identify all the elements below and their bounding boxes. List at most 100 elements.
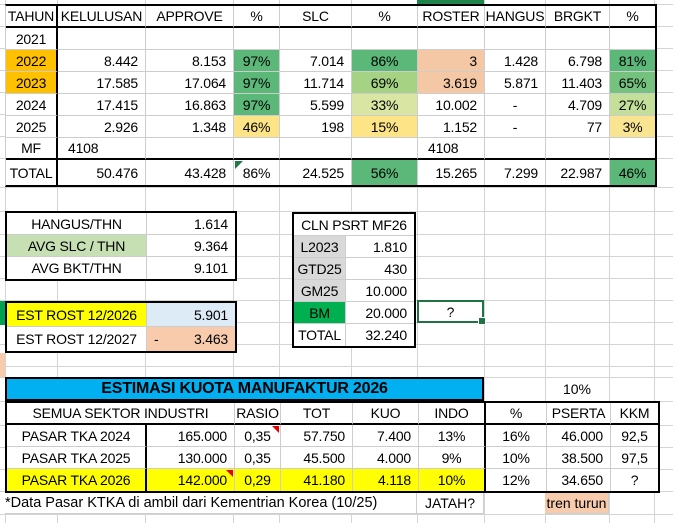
cell[interactable]: -: [485, 116, 546, 138]
cell[interactable]: 4.000: [353, 447, 419, 469]
cell[interactable]: 57.750: [281, 425, 353, 447]
cell[interactable]: ?: [630, 472, 639, 488]
cell[interactable]: 27%: [610, 94, 655, 116]
cell[interactable]: [58, 28, 146, 50]
cln-label[interactable]: BM: [294, 302, 346, 324]
cell[interactable]: 0,29: [235, 469, 281, 491]
col-header[interactable]: PSERTA: [547, 403, 611, 425]
cell[interactable]: 11.714: [280, 72, 352, 94]
row-header[interactable]: 2023: [6, 72, 58, 94]
col-header[interactable]: %: [352, 6, 418, 28]
cell[interactable]: 41.180: [281, 469, 353, 491]
cell[interactable]: 50.476: [58, 160, 146, 185]
stat-label[interactable]: HANGUS/THN: [7, 213, 147, 235]
col-header[interactable]: ROSTER: [418, 6, 485, 28]
cell[interactable]: 10%: [486, 447, 547, 469]
selected-cell[interactable]: ?: [417, 300, 486, 325]
cell[interactable]: 46%: [610, 160, 655, 185]
cell[interactable]: 3%: [610, 116, 655, 138]
cell[interactable]: 46.000: [547, 425, 611, 447]
cell[interactable]: 17.585: [58, 72, 146, 94]
col-header[interactable]: RASIO: [235, 403, 281, 425]
cell[interactable]: 34.650: [547, 469, 611, 491]
cell[interactable]: 1.428: [485, 50, 546, 72]
cell[interactable]: 1.152: [418, 116, 485, 138]
col-header[interactable]: KUO: [353, 403, 419, 425]
row-header[interactable]: MF: [6, 138, 58, 160]
cell[interactable]: 142.000: [147, 469, 235, 491]
cell[interactable]: [546, 28, 610, 50]
cell[interactable]: 12%: [486, 469, 547, 491]
row-header[interactable]: TOTAL: [6, 160, 58, 185]
cell[interactable]: 10%: [419, 469, 486, 491]
row-header[interactable]: 2025: [6, 116, 58, 138]
cell[interactable]: 9%: [419, 447, 486, 469]
cell[interactable]: 4.709: [546, 94, 610, 116]
est-label[interactable]: EST ROST 12/2026: [7, 303, 147, 327]
cln-value[interactable]: 10.000: [346, 280, 414, 302]
cell[interactable]: [485, 28, 546, 50]
col-header[interactable]: SEMUA SEKTOR INDUSTRI: [7, 403, 235, 425]
cell[interactable]: [418, 28, 485, 50]
cell[interactable]: 22.987: [546, 160, 610, 185]
cln-value[interactable]: 430: [346, 258, 414, 280]
cell[interactable]: 69%: [352, 72, 418, 94]
cell[interactable]: 6.798: [546, 50, 610, 72]
est-label[interactable]: EST ROST 12/2027: [7, 327, 147, 351]
cell[interactable]: 86%: [234, 160, 280, 185]
cell[interactable]: 65%: [610, 72, 655, 94]
cln-total-label[interactable]: TOTAL: [294, 324, 346, 346]
cell[interactable]: 5.871: [485, 72, 546, 94]
jatah-cell[interactable]: JATAH?: [417, 493, 484, 514]
col-header[interactable]: APPROVE: [146, 6, 234, 28]
cell[interactable]: 7.014: [280, 50, 352, 72]
cell[interactable]: -: [485, 94, 546, 116]
cell[interactable]: [146, 28, 234, 50]
cell[interactable]: [280, 28, 352, 50]
col-header[interactable]: %: [486, 403, 547, 425]
stat-label[interactable]: AVG SLC / THN: [7, 235, 147, 257]
cell[interactable]: 0,35: [235, 447, 281, 469]
side-percent-cell[interactable]: 10%: [562, 381, 592, 397]
cell[interactable]: 1.348: [146, 116, 234, 138]
stat-value[interactable]: 9.364: [147, 235, 235, 257]
cell[interactable]: 4108: [58, 138, 146, 160]
cell[interactable]: 97%: [234, 72, 280, 94]
cell[interactable]: 45.500: [281, 447, 353, 469]
cell[interactable]: 3.619: [418, 72, 485, 94]
tren-turun-cell[interactable]: tren turun: [545, 493, 609, 514]
cell[interactable]: 15.265: [418, 160, 485, 185]
cell[interactable]: 4.118: [353, 469, 419, 491]
banner-title[interactable]: ESTIMASI KUOTA MANUFAKTUR 2026: [7, 379, 482, 399]
row-header[interactable]: 2024: [6, 94, 58, 116]
cell[interactable]: 10.002: [418, 94, 485, 116]
cell[interactable]: [610, 28, 655, 50]
cell[interactable]: 198: [280, 116, 352, 138]
cell[interactable]: 11.403: [546, 72, 610, 94]
row-header[interactable]: 2021: [6, 28, 58, 50]
cln-title[interactable]: CLN PSRT MF26: [294, 214, 414, 236]
cell[interactable]: [234, 138, 280, 160]
cell[interactable]: 0,35: [235, 425, 281, 447]
cell[interactable]: 7.400: [353, 425, 419, 447]
cell[interactable]: 15%: [352, 116, 418, 138]
col-header[interactable]: KKM: [611, 403, 658, 425]
row-header[interactable]: 2022: [6, 50, 58, 72]
cell[interactable]: 8.442: [58, 50, 146, 72]
cell[interactable]: [485, 138, 546, 160]
cell[interactable]: 7.299: [485, 160, 546, 185]
cell[interactable]: [146, 138, 234, 160]
row-header[interactable]: PASAR TKA 2024: [7, 425, 147, 447]
cell[interactable]: 16%: [486, 425, 547, 447]
cell[interactable]: 56%: [352, 160, 418, 185]
cell[interactable]: 24.525: [280, 160, 352, 185]
col-header[interactable]: BRGKT: [546, 6, 610, 28]
col-header[interactable]: %: [610, 6, 655, 28]
cell[interactable]: [352, 138, 418, 160]
cell[interactable]: [280, 138, 352, 160]
cell[interactable]: [234, 28, 280, 50]
cell[interactable]: 46%: [234, 116, 280, 138]
stat-value[interactable]: 1.614: [147, 213, 235, 235]
col-header[interactable]: INDO: [419, 403, 486, 425]
cln-value[interactable]: 1.810: [346, 236, 414, 258]
